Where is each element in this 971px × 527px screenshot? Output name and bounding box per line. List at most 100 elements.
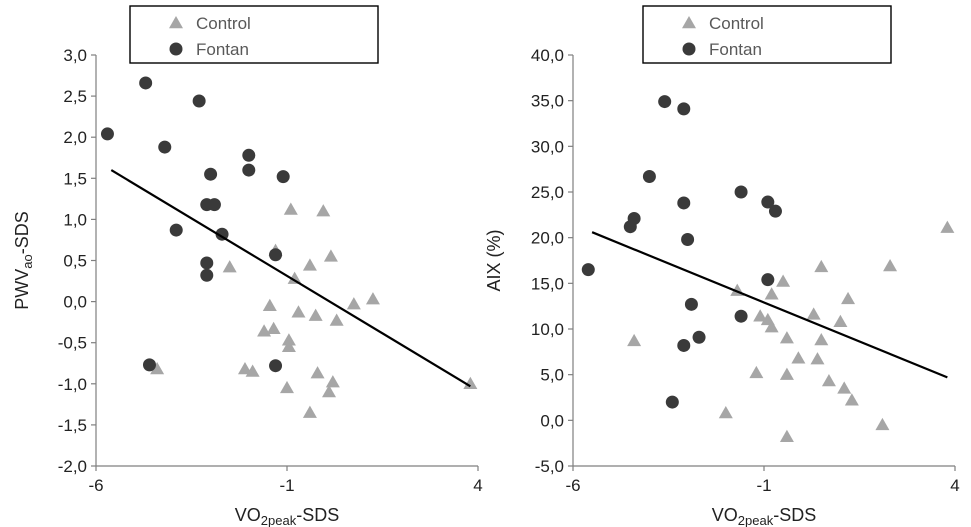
control-point — [837, 381, 852, 394]
series-control — [627, 220, 955, 443]
y-axis-title: AIX (%) — [484, 229, 504, 291]
fontan-point — [642, 169, 656, 183]
legend-marker-fontan — [682, 42, 696, 56]
y-axis-title: PWVao-SDS — [12, 211, 35, 310]
control-point — [776, 274, 791, 287]
legend-label-control: Control — [709, 14, 764, 33]
control-point — [753, 309, 768, 322]
control-point — [833, 314, 848, 327]
control-point — [308, 308, 323, 321]
control-point — [940, 220, 955, 233]
control-point — [291, 305, 306, 318]
fontan-point — [200, 268, 214, 282]
control-point — [814, 259, 829, 273]
control-point — [302, 258, 317, 271]
chart-1: -2,0 -1,5 -1,0 -0,5 0,0 0,5 1,0 1,5 2,0 2,5 3,0 -6 -… — [12, 5, 483, 527]
fontan-point — [677, 338, 691, 352]
series-fontan — [100, 76, 290, 373]
legend-label-fontan: Fontan — [709, 40, 762, 59]
trend-line — [591, 231, 948, 379]
fontan-point — [665, 395, 679, 409]
fontan-point — [242, 163, 256, 177]
y-tick-label: 2,0 — [63, 128, 87, 147]
fontan-point — [276, 170, 290, 184]
y-tick-label: -2,0 — [58, 457, 87, 476]
fontan-point — [207, 198, 221, 212]
y-tick-label: 0,5 — [63, 252, 87, 271]
control-point — [463, 376, 478, 390]
trend-line — [110, 169, 471, 388]
control-point — [325, 375, 340, 388]
chart-2: -5,0 0,0 5,0 10,0 15,0 20,0 25,0 30,0 35,0 40,0 -6… — [484, 5, 960, 527]
y-tick-label: 30,0 — [531, 137, 564, 156]
x-tick-label: 4 — [473, 476, 482, 495]
y-tick-label: 5,0 — [540, 366, 564, 385]
y-tick-label: 2,5 — [63, 87, 87, 106]
control-point — [150, 362, 165, 375]
x-tick-label: -1 — [756, 476, 771, 495]
control-point — [287, 271, 302, 284]
fontan-point — [768, 204, 782, 218]
y-tick-label: 15,0 — [531, 274, 564, 293]
y-tick-label: 35,0 — [531, 92, 564, 111]
fontan-point — [761, 273, 775, 287]
fontan-point — [100, 127, 114, 141]
fontan-point — [692, 330, 706, 344]
fontan-point — [734, 309, 748, 323]
fontan-point — [200, 256, 214, 270]
legend-marker-control — [682, 16, 696, 29]
control-point — [749, 365, 764, 379]
control-point — [302, 405, 317, 418]
control-point — [245, 364, 260, 377]
y-tick-label: 3,0 — [63, 46, 87, 65]
control-point — [841, 291, 856, 305]
control-point — [316, 204, 331, 217]
fontan-point — [658, 95, 672, 109]
control-point — [875, 417, 890, 431]
control-point — [844, 393, 859, 406]
fontan-point — [204, 167, 218, 181]
control-point — [365, 292, 380, 305]
control-point — [718, 406, 733, 419]
y-tick-label: -0,5 — [58, 334, 87, 353]
y-tick-label: 10,0 — [531, 320, 564, 339]
series-fontan — [581, 95, 782, 409]
y-tick-label: 40,0 — [531, 46, 564, 65]
y-tick-label: 20,0 — [531, 229, 564, 248]
legend-box — [129, 5, 379, 64]
control-point — [329, 313, 344, 326]
control-point — [791, 351, 806, 364]
y-tick-label: 25,0 — [531, 183, 564, 202]
control-point — [281, 333, 296, 346]
legend-marker-control — [169, 16, 183, 29]
control-point — [237, 362, 252, 375]
control-point — [779, 331, 794, 344]
control-point — [764, 287, 779, 300]
fontan-point — [158, 140, 172, 154]
x-tick-label: -1 — [279, 476, 294, 495]
control-point — [283, 202, 298, 215]
legend: Control Fontan — [129, 5, 379, 64]
x-tick-label: -6 — [88, 476, 103, 495]
y-tick-label: -5,0 — [535, 457, 564, 476]
y-tick-label: 0,0 — [63, 293, 87, 312]
y-tick-label: 1,5 — [63, 169, 87, 188]
fontan-point — [192, 94, 206, 108]
control-point — [262, 298, 277, 311]
control-point — [222, 260, 237, 273]
fontan-point — [242, 148, 256, 162]
fontan-point — [139, 76, 153, 90]
control-point — [323, 249, 338, 262]
fontan-point — [761, 195, 775, 209]
fontan-point — [269, 248, 283, 262]
fontan-point — [684, 297, 698, 311]
legend-marker-fontan — [169, 42, 183, 56]
fontan-point — [581, 263, 595, 277]
x-tick-label: 4 — [950, 476, 959, 495]
control-point — [322, 385, 337, 398]
legend-label-control: Control — [196, 14, 251, 33]
x-tick-label: -6 — [565, 476, 580, 495]
control-point — [779, 429, 794, 443]
fontan-point — [269, 359, 283, 373]
fontan-point — [627, 211, 641, 225]
